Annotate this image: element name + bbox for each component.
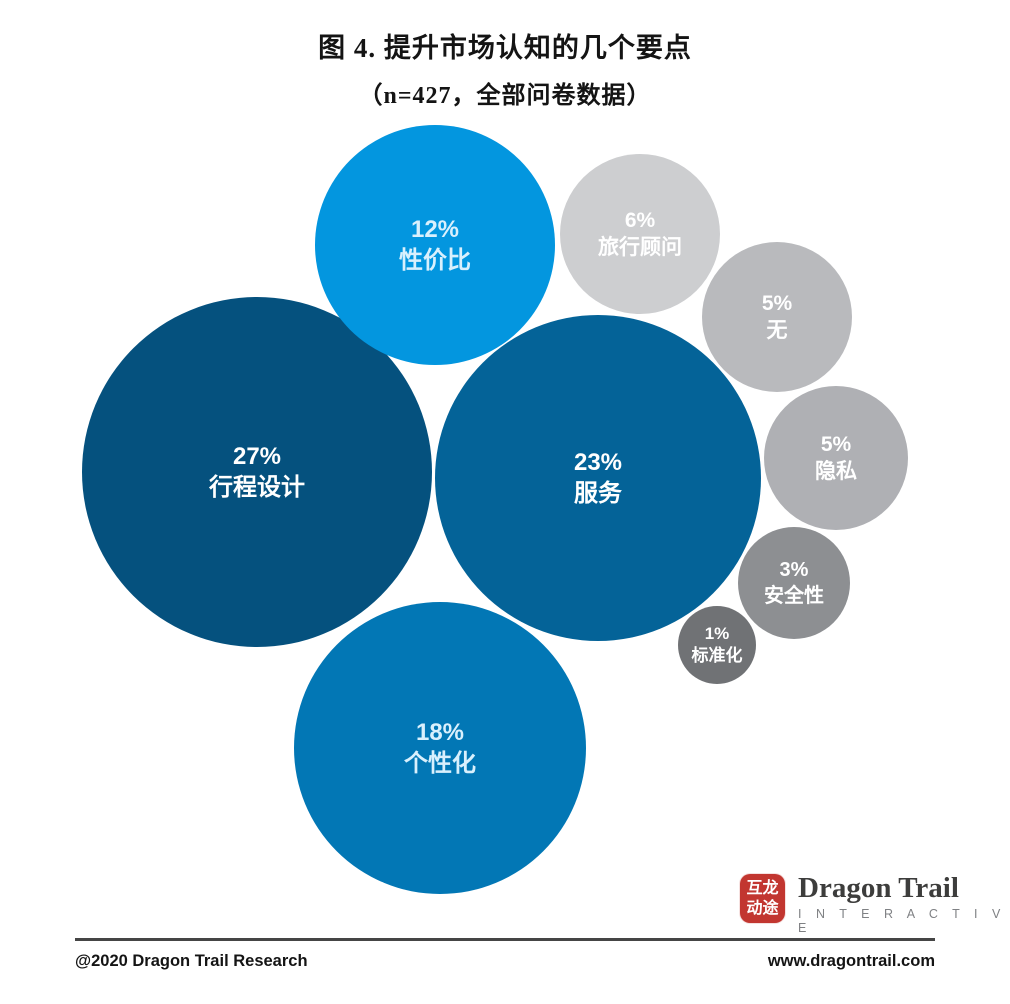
bubble-value: 23% [573, 448, 623, 476]
bubble-trip-design: 27% 行程设计 [82, 297, 432, 647]
bubble-value: 5% [761, 291, 793, 315]
bubble-value: 18% [415, 718, 465, 746]
website-url: www.dragontrail.com [767, 952, 935, 970]
chart-subtitle: （n=427，全部问卷数据） [358, 83, 652, 109]
bubble-label: 性价比 [399, 247, 471, 274]
bubble-value: 5% [820, 432, 852, 456]
bubble-label: 无 [766, 319, 788, 342]
brand-wordmark: Dragon Trail I N T E R A C T I V E [798, 872, 1010, 936]
bubble-standardization: 1% 标准化 [678, 606, 756, 684]
brand-name: Dragon Trail [798, 872, 959, 904]
bubble-label: 行程设计 [209, 474, 305, 501]
seal-text-bottom: 动途 [746, 899, 779, 917]
bubble-service: 23% 服务 [435, 315, 761, 641]
bubble-travel-advisor: 6% 旅行顾问 [560, 154, 720, 314]
bubble-safety: 3% 安全性 [738, 527, 850, 639]
copyright-text: @2020 Dragon Trail Research [75, 952, 308, 970]
bubble-value-for-money: 12% 性价比 [315, 125, 555, 365]
bubble-value: 12% [410, 215, 460, 243]
bubble-value: 3% [779, 559, 809, 581]
bubble-label: 标准化 [691, 646, 743, 665]
bubble-label: 服务 [574, 480, 622, 507]
brand-tagline: I N T E R A C T I V E [798, 907, 1006, 935]
dragon-trail-seal-icon: 互龙 动途 [740, 874, 786, 923]
bubble-label: 安全性 [764, 585, 824, 607]
footer: @2020 Dragon Trail Research www.dragontr… [75, 952, 935, 971]
bubble-value: 1% [704, 623, 730, 643]
dragon-trail-logo: 互龙 动途 Dragon Trail I N T E R A C T I V E [740, 874, 1010, 935]
chart-header: 图 4. 提升市场认知的几个要点 （n=427，全部问卷数据） [0, 26, 1010, 110]
bubble-label: 个性化 [404, 750, 476, 777]
bubble-privacy: 5% 隐私 [764, 386, 908, 530]
bubble-value: 27% [232, 442, 282, 470]
bubble-value: 6% [624, 208, 656, 232]
bubble-personalization: 18% 个性化 [294, 602, 586, 894]
bubble-label: 旅行顾问 [598, 236, 682, 259]
chart-title: 图 4. 提升市场认知的几个要点 [318, 33, 692, 63]
bubble-none: 5% 无 [702, 242, 852, 392]
footer-divider [75, 938, 935, 941]
seal-text-top: 互龙 [746, 880, 779, 898]
bubble-label: 隐私 [815, 460, 857, 483]
